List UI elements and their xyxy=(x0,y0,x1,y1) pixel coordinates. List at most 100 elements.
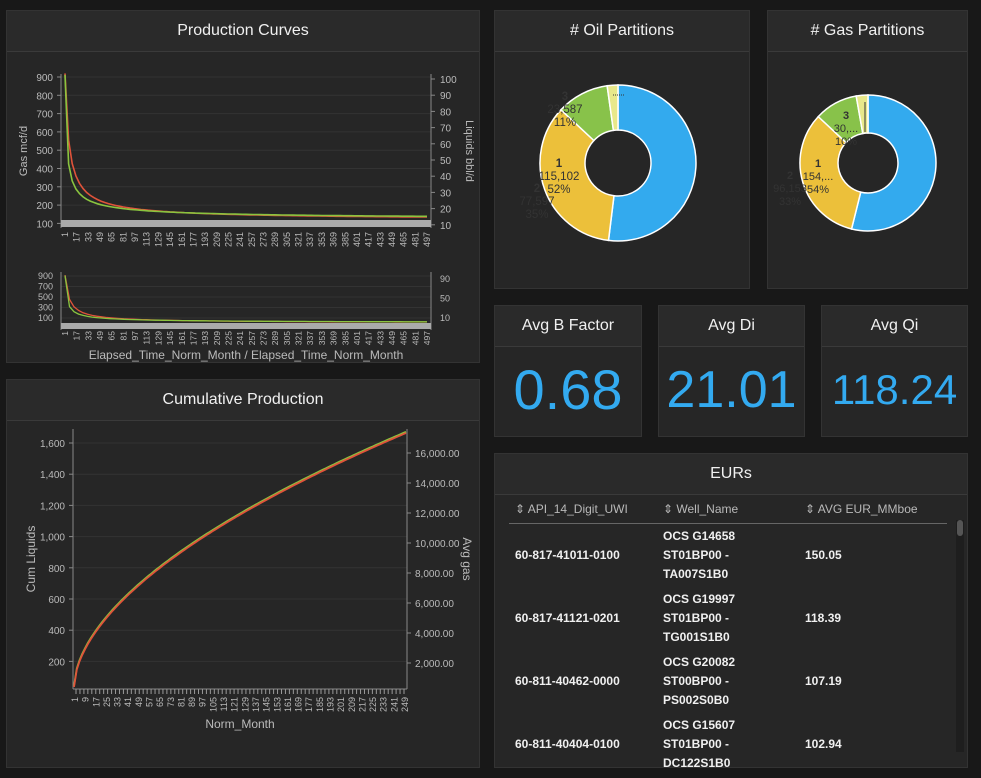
well-line: OCS G14658 xyxy=(663,529,736,543)
col-well-label: Well_Name xyxy=(676,502,739,516)
donut-label-pct: 11% xyxy=(554,117,576,129)
y-left-tick-label: 700 xyxy=(36,110,53,121)
y-left-tick-label: 800 xyxy=(48,564,65,575)
mini-y-left-tick-label: 500 xyxy=(38,292,53,302)
x-tick-label: 65 xyxy=(107,232,117,242)
x-tick-label: 73 xyxy=(166,697,176,707)
y-left-tick-label: 1,000 xyxy=(40,533,65,544)
y-right-tick-label: 8,000.00 xyxy=(415,569,454,580)
avg-b-factor-panel: Avg B Factor 0.68 xyxy=(494,305,642,437)
donut-slice-1 xyxy=(850,94,937,232)
x-tick-label: 161 xyxy=(177,232,187,247)
x-tick-label: 241 xyxy=(235,232,245,247)
mini-x-tick-label: 353 xyxy=(317,331,327,345)
mini-x-axis-band xyxy=(61,323,431,329)
x-tick-label: 369 xyxy=(329,232,339,247)
well-line: ST01BP00 - xyxy=(663,548,730,562)
y-right-tick-label: 4,000.00 xyxy=(415,629,454,640)
x-tick-label: 137 xyxy=(251,697,261,712)
cumulative-production-chart[interactable]: 1,6001,4001,2001,00080060040020016,000.0… xyxy=(7,421,479,768)
production-curves-title: Production Curves xyxy=(7,11,479,52)
table-row[interactable]: 60-811-40462-0000 OCS G20082 ST00BP00 - PS… xyxy=(509,650,947,713)
avg-gas-series-line xyxy=(73,430,407,686)
well-line: ST01BP00 - xyxy=(663,611,730,625)
x-tick-label: 209 xyxy=(212,232,222,247)
well-line: OCS G15607 xyxy=(663,718,736,732)
x-tick-label: 89 xyxy=(187,697,197,707)
eur-cell: 107.19 xyxy=(805,674,842,688)
sort-icon: ⇕ xyxy=(805,502,818,516)
col-eur-header[interactable]: ⇕ AVG EUR_MMboe xyxy=(799,495,947,524)
well-line: DC122S1B0 xyxy=(663,756,731,768)
mini-x-tick-label: 225 xyxy=(223,331,233,345)
table-row[interactable]: 60-817-41121-0201 OCS G19997 ST01BP00 - TG… xyxy=(509,587,947,650)
x-axis-label: Elapsed_Time_Norm_Month / Elapsed_Time_N… xyxy=(89,348,404,362)
x-tick-label: 433 xyxy=(375,232,385,247)
mini-x-tick-label: 49 xyxy=(95,331,105,341)
x-tick-label: 497 xyxy=(422,232,432,247)
x-tick-label: 17 xyxy=(91,697,101,707)
mini-x-tick-label: 257 xyxy=(247,331,257,345)
mini-x-tick-label: 321 xyxy=(294,331,304,345)
donut-slice-2 xyxy=(539,108,615,242)
table-row[interactable]: 60-811-40404-0100 OCS G15607 ST01BP00 - DC… xyxy=(509,713,947,768)
x-tick-label: 385 xyxy=(340,232,350,247)
x-tick-label: 225 xyxy=(368,697,378,712)
donut-label-id: 2 xyxy=(787,170,793,182)
x-tick-label: 129 xyxy=(153,232,163,247)
mini-x-tick-label: 465 xyxy=(399,331,409,345)
donut-label-pct: 52% xyxy=(547,184,570,196)
col-eur-label: AVG EUR_MMboe xyxy=(817,502,918,516)
donut-label-id: 3 xyxy=(562,91,568,103)
col-api-header[interactable]: ⇕ API_14_Digit_UWI xyxy=(509,495,657,524)
production-curves-panel: Production Curves 900 800 700 600 500 400 300 2… xyxy=(6,10,480,363)
donut-label-value: 96,153 xyxy=(773,183,807,195)
mini-x-tick-label: 129 xyxy=(153,331,163,345)
y-left-axis-label: Cum Liquids xyxy=(24,526,38,593)
y-left-tick-label: 500 xyxy=(36,146,53,157)
donut-label-value: 23,587 xyxy=(547,104,582,116)
production-curves-chart[interactable]: 900 800 700 600 500 400 300 200 100 100 90 80 70 60 50… xyxy=(7,52,479,363)
y-right-tick-label: 100 xyxy=(440,75,457,86)
mini-y-left-tick-label: 300 xyxy=(38,303,53,313)
donut-label-pct: 33% xyxy=(779,196,801,208)
eurs-title: EURs xyxy=(495,454,967,495)
donut-label-id: 1 xyxy=(556,158,563,170)
eurs-scrollbar[interactable] xyxy=(956,520,964,752)
mini-x-tick-label: 369 xyxy=(329,331,339,345)
y-left-tick-label: 600 xyxy=(36,128,53,139)
donut-label-id: 2 xyxy=(534,183,540,195)
mini-x-tick-label: 241 xyxy=(235,331,245,345)
donut-label-value: 77,597 xyxy=(519,196,554,208)
oil-partitions-title: # Oil Partitions xyxy=(495,11,749,52)
y-right-tick-label: 70 xyxy=(440,124,452,135)
table-row[interactable]: 60-817-41011-0100 OCS G14658 ST01BP00 - TA… xyxy=(509,524,947,588)
mini-x-tick-label: 1 xyxy=(60,331,70,336)
x-tick-label: 273 xyxy=(259,232,269,247)
x-tick-label: 65 xyxy=(155,697,165,707)
col-well-header[interactable]: ⇕ Well_Name xyxy=(657,495,799,524)
mini-x-tick-label: 81 xyxy=(118,331,128,341)
mini-x-tick-label: 177 xyxy=(188,331,198,345)
mini-x-tick-label: 33 xyxy=(83,331,93,341)
x-tick-label: 185 xyxy=(315,697,325,712)
mini-x-tick-label: 209 xyxy=(212,331,222,345)
api-cell: 60-811-40404-0100 xyxy=(515,737,620,751)
y-left-tick-label: 1,200 xyxy=(40,501,65,512)
donut-slice-1 xyxy=(607,84,697,242)
x-tick-label: 233 xyxy=(379,697,389,712)
mini-x-tick-label: 97 xyxy=(130,331,140,341)
y-right-tick-label: 16,000.00 xyxy=(415,449,460,460)
y-right-tick-label: 12,000.00 xyxy=(415,509,460,520)
x-tick-label: 97 xyxy=(130,232,140,242)
scrollbar-thumb[interactable] xyxy=(957,520,963,536)
mini-x-tick-label: 449 xyxy=(387,331,397,345)
eur-cell: 102.94 xyxy=(805,737,842,751)
well-name-cell: OCS G19997 ST01BP00 - TG001S1B0 xyxy=(657,587,799,650)
mini-x-tick-label: 337 xyxy=(305,331,315,345)
mini-y-left-tick-label: 900 xyxy=(38,271,53,281)
y-left-tick-label: 600 xyxy=(48,595,65,606)
donut-label-pct: 35% xyxy=(525,209,548,221)
